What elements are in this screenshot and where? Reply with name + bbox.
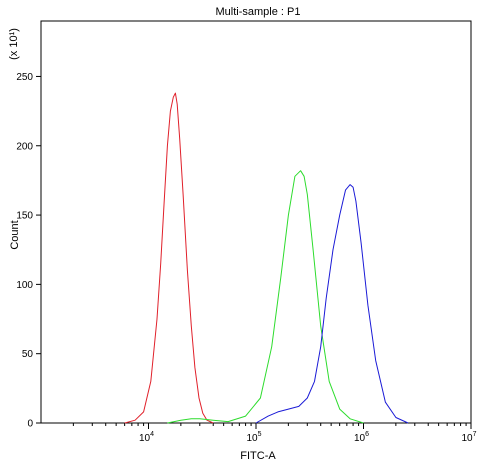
y-tick-label: 100	[16, 280, 33, 291]
y-tick-label: 250	[16, 72, 33, 83]
x-tick-exponent: 4	[150, 431, 154, 438]
x-axis-label: FITC-A	[240, 450, 276, 462]
x-ticks: 104 105 106 107	[72, 423, 477, 444]
series-line-1	[124, 92, 214, 424]
x-tick-exponent: 7	[473, 431, 477, 438]
plot-frame	[40, 20, 472, 424]
series-line-3	[255, 184, 409, 424]
y-axis-label: Count	[9, 220, 21, 249]
y-axis-label-group: Count	[9, 220, 21, 249]
x-tick-exponent: 6	[365, 431, 369, 438]
x-tick-label: 105	[246, 431, 261, 444]
y-tick-label: 200	[16, 141, 33, 152]
x-tick-label: 107	[461, 431, 476, 444]
y-ticks: 0 50 100 150 200 250	[16, 72, 41, 430]
series-layer	[124, 92, 409, 424]
y-multiplier-label: (x 10¹)	[8, 28, 20, 60]
x-tick-label: 106	[354, 431, 369, 444]
y-multiplier-group: (x 10¹)	[8, 28, 20, 60]
series-line-2	[167, 170, 364, 424]
x-tick-label: 104	[139, 431, 154, 444]
x-tick-exponent: 5	[258, 431, 262, 438]
y-tick-label: 150	[16, 211, 33, 222]
y-tick-label: 50	[22, 349, 34, 360]
chart-title: Multi-sample : P1	[216, 6, 301, 18]
y-tick-label: 0	[27, 419, 33, 430]
